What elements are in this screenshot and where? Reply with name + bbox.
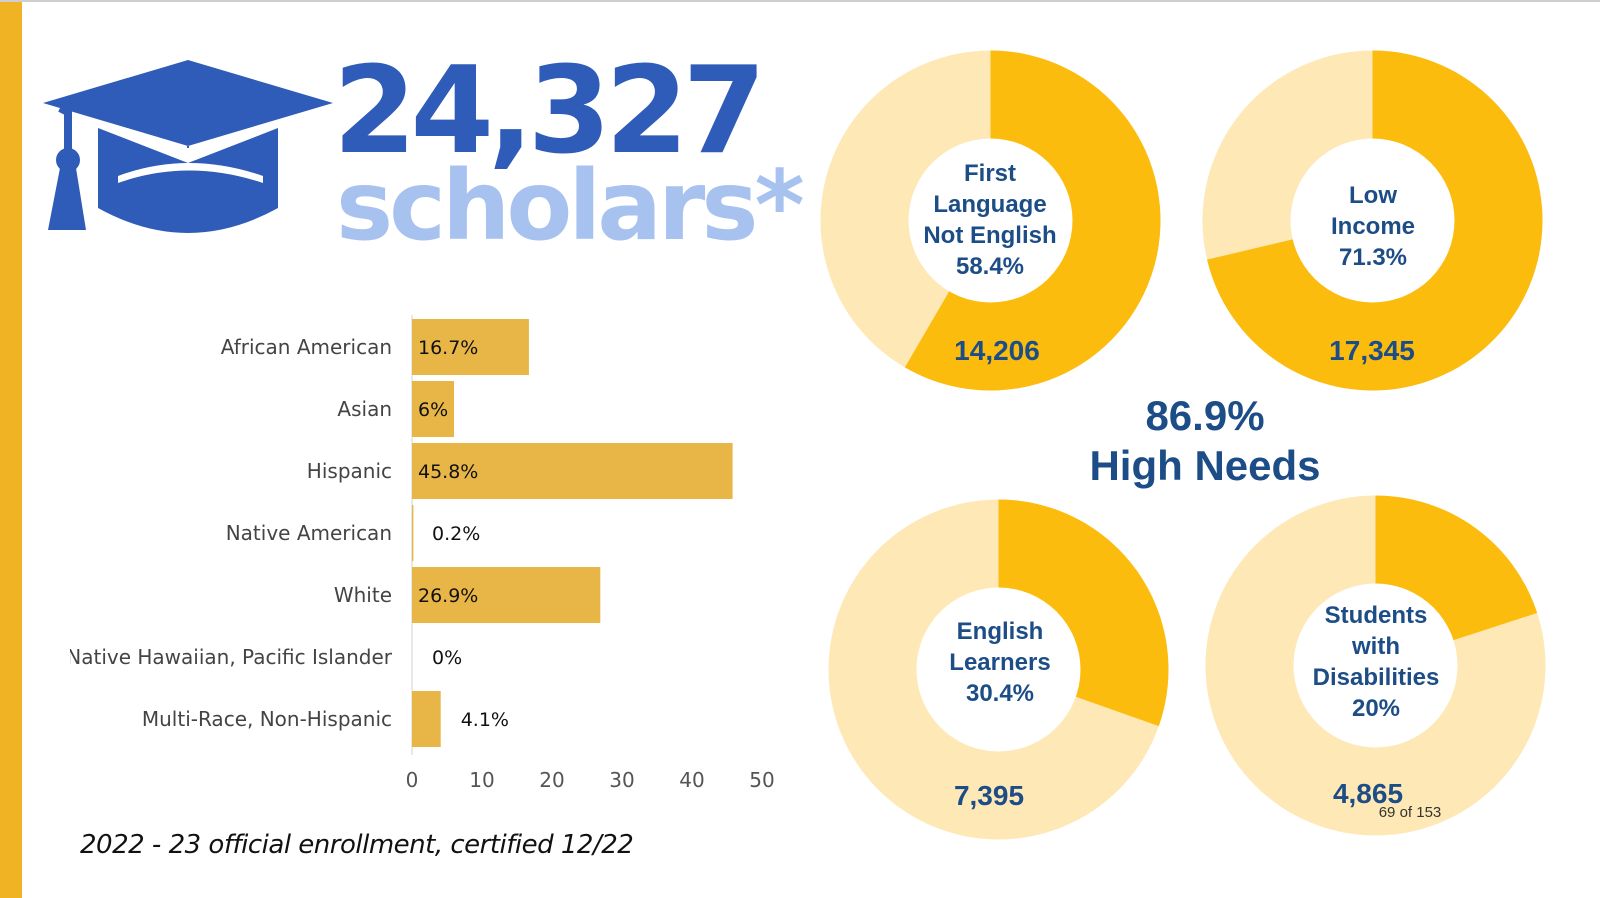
donut-count-low-income: 17,345 xyxy=(1329,335,1415,366)
donut-label-line: First xyxy=(963,160,1016,187)
bar xyxy=(412,691,441,747)
category-label: Native American xyxy=(226,521,392,545)
tick-label: 0 xyxy=(406,768,419,792)
donut-count-first-language: 14,206 xyxy=(954,335,1040,366)
high-needs-label: High Needs xyxy=(1089,442,1321,489)
value-label: 16.7% xyxy=(418,337,478,359)
donut-hole xyxy=(908,138,1073,303)
tick-label: 50 xyxy=(749,768,774,792)
donut-label-line: 30.4% xyxy=(965,680,1035,707)
donut-label-line: English xyxy=(956,618,1044,645)
category-label: Multi-Race, Non-Hispanic xyxy=(142,707,392,731)
donut-chart-english-learners xyxy=(828,499,1169,840)
category-label: White xyxy=(334,583,392,607)
category-label: Native Hawaiian, Pacific Islander xyxy=(70,645,393,669)
donut-hole xyxy=(1290,138,1455,303)
donut-label-line: Students xyxy=(1324,602,1428,629)
value-label: 45.8% xyxy=(418,461,478,483)
donut-label-students-disabilities: Students with Disabilities 20% xyxy=(1286,600,1466,724)
value-label: 0% xyxy=(432,647,462,669)
donut-label-line: Language xyxy=(933,191,1047,218)
donut-label-line: Not English xyxy=(923,222,1057,249)
page-indicator: 69 of 153 xyxy=(1378,804,1442,821)
tick-label: 40 xyxy=(679,768,704,792)
donut-label-line: 20% xyxy=(1351,695,1401,722)
donut-count-students-disabilities: 4,865 xyxy=(1332,778,1404,809)
donut-english-learners xyxy=(826,497,1171,842)
donut-hole xyxy=(1293,583,1458,748)
category-label: Hispanic xyxy=(307,459,392,483)
top-border xyxy=(0,0,1600,2)
donut-label-low-income: Low Income 71.3% xyxy=(1283,180,1463,273)
donut-label-line: Income xyxy=(1330,213,1416,240)
demographics-bar-chart: African American 16.7% Asian 6% Hispanic 45.8… xyxy=(70,315,775,792)
donut-label-first-language: First Language Not English 58.4% xyxy=(900,158,1080,282)
bar xyxy=(412,443,733,499)
tick-label: 30 xyxy=(609,768,634,792)
value-label: 0.2% xyxy=(432,523,480,545)
donut-hole xyxy=(916,587,1081,752)
graduation-cap-icon xyxy=(43,60,333,233)
donut-label-line: Disabilities xyxy=(1312,664,1440,691)
bar xyxy=(412,505,414,561)
bar xyxy=(412,567,601,623)
value-label: 4.1% xyxy=(461,709,509,731)
bar xyxy=(412,319,529,375)
donut-chart-students-disabilities xyxy=(1205,495,1546,836)
donut-chart-first-language xyxy=(820,50,1161,391)
donut-label-line: Low xyxy=(1349,182,1397,209)
donut-label-english-learners: English Learners 30.4% xyxy=(910,616,1090,709)
scholars-label: scholars* xyxy=(336,150,805,262)
value-label: 26.9% xyxy=(418,585,478,607)
donut-students-disabilities xyxy=(1203,493,1548,838)
category-label: African American xyxy=(221,335,392,359)
left-accent-bar xyxy=(0,0,22,898)
donut-count-english-learners: 7,395 xyxy=(953,780,1025,811)
tick-label: 10 xyxy=(469,768,494,792)
scholar-count: 24,327 xyxy=(333,42,766,181)
donut-label-line: Learners xyxy=(949,649,1051,676)
bar xyxy=(412,381,454,437)
donut-label-line: 58.4% xyxy=(955,253,1025,280)
donut-low-income xyxy=(1200,48,1545,393)
category-label: Asian xyxy=(337,397,392,421)
tick-label: 20 xyxy=(539,768,564,792)
donut-first-language xyxy=(818,48,1163,393)
value-label: 6% xyxy=(418,399,448,421)
donut-chart-low-income xyxy=(1202,50,1543,391)
donut-label-line: with xyxy=(1352,633,1400,660)
donut-label-line: 71.3% xyxy=(1338,244,1408,271)
high-needs-percent: 86.9% xyxy=(1145,392,1265,439)
enrollment-footnote: 2022 - 23 official enrollment, certified… xyxy=(80,830,634,860)
